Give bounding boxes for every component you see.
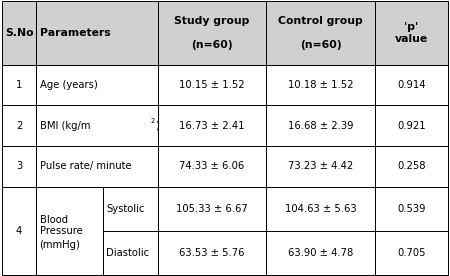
Bar bbox=[158, 231, 266, 275]
Bar bbox=[266, 187, 375, 231]
Bar bbox=[103, 187, 158, 231]
Bar bbox=[158, 146, 266, 187]
Bar bbox=[375, 231, 448, 275]
Bar bbox=[266, 146, 375, 187]
Bar bbox=[36, 1, 158, 65]
Text: 63.90 ± 4.78: 63.90 ± 4.78 bbox=[288, 248, 353, 258]
Bar bbox=[266, 1, 375, 65]
Text: 74.33 ± 6.06: 74.33 ± 6.06 bbox=[180, 161, 245, 171]
Text: ): ) bbox=[155, 121, 159, 131]
Text: 73.23 ± 4.42: 73.23 ± 4.42 bbox=[288, 161, 353, 171]
Bar bbox=[36, 105, 158, 146]
Text: Parameters: Parameters bbox=[40, 28, 110, 38]
Bar bbox=[2, 105, 36, 146]
Bar bbox=[36, 187, 103, 275]
Bar bbox=[375, 187, 448, 231]
Text: Age (years): Age (years) bbox=[40, 80, 97, 90]
Bar bbox=[2, 65, 36, 105]
Bar bbox=[158, 1, 266, 65]
Text: Systolic: Systolic bbox=[106, 204, 144, 214]
Text: 0.258: 0.258 bbox=[397, 161, 426, 171]
Bar bbox=[375, 105, 448, 146]
Text: Diastolic: Diastolic bbox=[106, 248, 149, 258]
Text: 4: 4 bbox=[16, 226, 22, 236]
Text: 16.73 ± 2.41: 16.73 ± 2.41 bbox=[179, 121, 245, 131]
Text: (mmHg): (mmHg) bbox=[40, 240, 81, 250]
Bar bbox=[36, 65, 158, 105]
Bar bbox=[158, 187, 266, 231]
Bar bbox=[158, 105, 266, 146]
Text: 10.15 ± 1.52: 10.15 ± 1.52 bbox=[179, 80, 245, 90]
Text: 10.18 ± 1.52: 10.18 ± 1.52 bbox=[288, 80, 354, 90]
Text: 104.63 ± 5.63: 104.63 ± 5.63 bbox=[285, 204, 357, 214]
Text: 2: 2 bbox=[16, 121, 22, 131]
Text: 'p'
value: 'p' value bbox=[395, 22, 428, 44]
Text: S.No: S.No bbox=[5, 28, 33, 38]
Text: 3: 3 bbox=[16, 161, 22, 171]
Bar bbox=[266, 231, 375, 275]
Text: BMI (kg/m: BMI (kg/m bbox=[40, 121, 90, 131]
Text: 0.705: 0.705 bbox=[397, 248, 426, 258]
Text: Pulse rate/ minute: Pulse rate/ minute bbox=[40, 161, 131, 171]
Text: 0.914: 0.914 bbox=[397, 80, 426, 90]
Text: 105.33 ± 6.67: 105.33 ± 6.67 bbox=[176, 204, 248, 214]
Bar bbox=[36, 146, 158, 187]
Bar bbox=[2, 1, 36, 65]
Bar bbox=[375, 146, 448, 187]
Text: 1: 1 bbox=[16, 80, 22, 90]
Text: Pressure: Pressure bbox=[40, 226, 82, 236]
Bar bbox=[375, 1, 448, 65]
Bar bbox=[103, 231, 158, 275]
Text: 0.921: 0.921 bbox=[397, 121, 426, 131]
Text: Blood: Blood bbox=[40, 215, 68, 225]
Bar bbox=[375, 65, 448, 105]
Bar bbox=[266, 105, 375, 146]
Bar bbox=[2, 187, 36, 275]
Text: 16.68 ± 2.39: 16.68 ± 2.39 bbox=[288, 121, 354, 131]
Bar bbox=[266, 65, 375, 105]
Text: Study group

(n=60): Study group (n=60) bbox=[174, 17, 250, 50]
Text: 63.53 ± 5.76: 63.53 ± 5.76 bbox=[179, 248, 245, 258]
Bar bbox=[158, 65, 266, 105]
Text: 2: 2 bbox=[150, 118, 154, 124]
Text: Control group

(n=60): Control group (n=60) bbox=[279, 17, 363, 50]
Text: 0.539: 0.539 bbox=[397, 204, 426, 214]
Bar bbox=[2, 146, 36, 187]
